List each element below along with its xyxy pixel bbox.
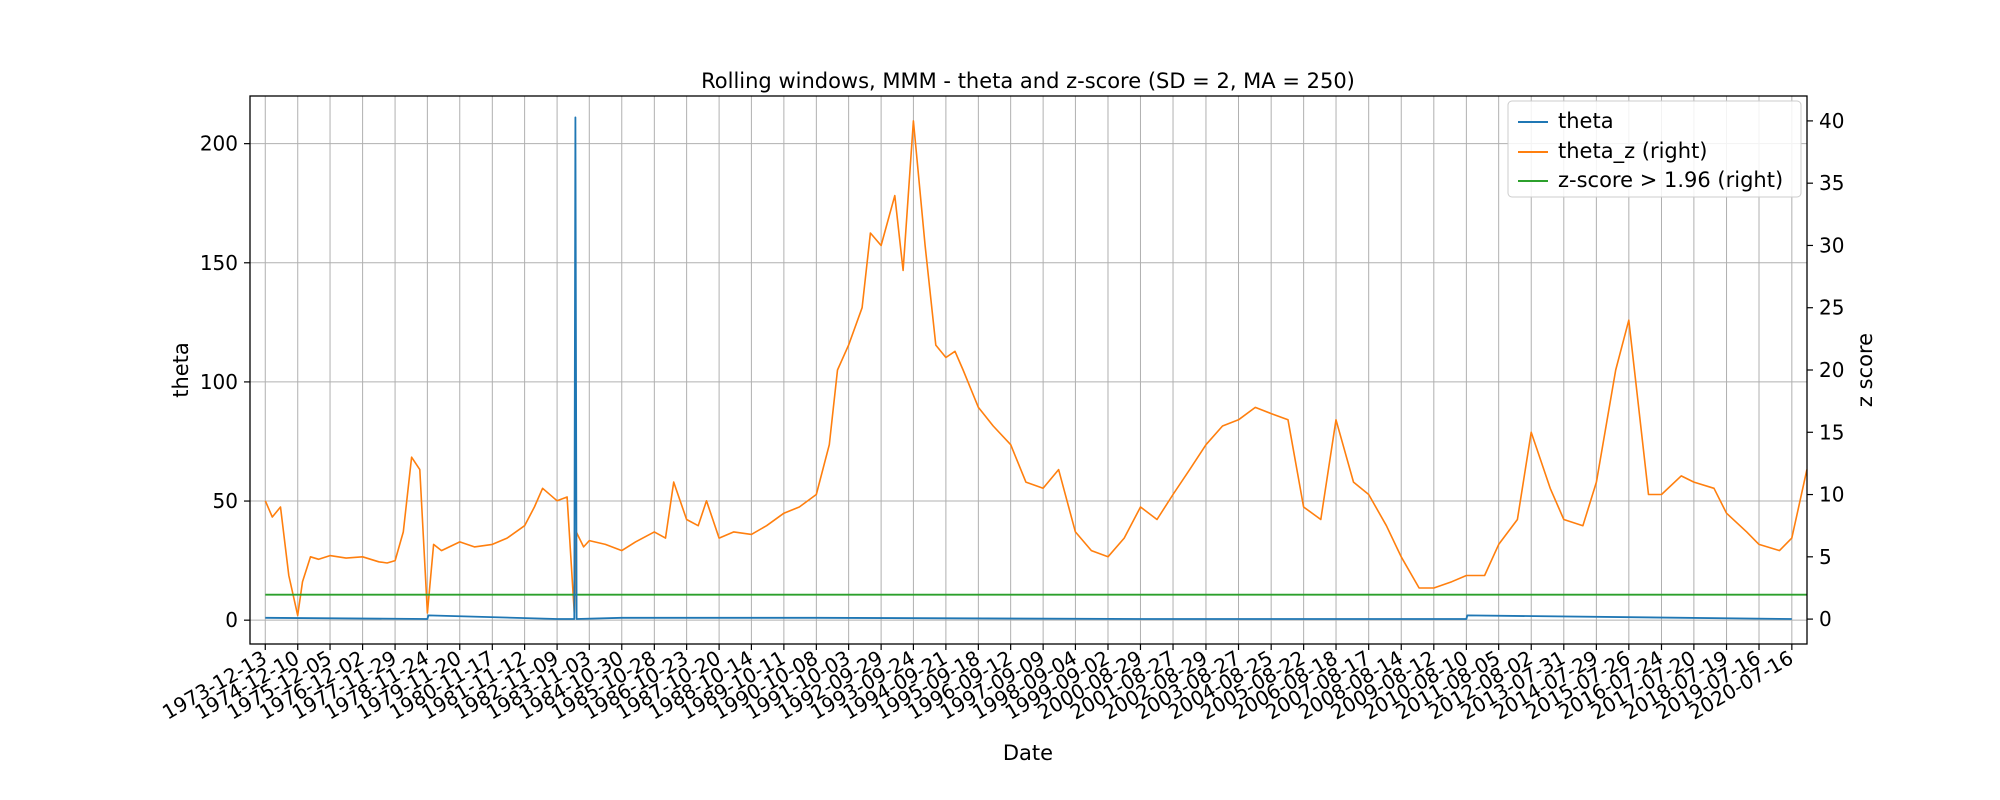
y-tick-label: 100 — [200, 370, 238, 394]
y-tick-label: 150 — [200, 251, 238, 275]
x-axis-label: Date — [1003, 741, 1053, 765]
y2-tick-label: 15 — [1819, 420, 1844, 444]
y2-tick-label: 25 — [1819, 296, 1844, 320]
y-tick-label: 50 — [213, 489, 238, 513]
grid — [250, 96, 1807, 644]
y2-tick-label: 0 — [1819, 607, 1832, 631]
series-line-theta — [265, 116, 1792, 620]
y2-tick-label: 40 — [1819, 109, 1844, 133]
series-line-theta-z — [264, 120, 1808, 617]
x-axis: 1973-12-131974-12-101975-12-051976-12-02… — [158, 644, 1797, 724]
left-y-axis: 0 50 100 150 200 — [200, 132, 250, 632]
y-tick-label: 200 — [200, 132, 238, 156]
legend-label-zscore: z-score > 1.96 (right) — [1558, 168, 1783, 192]
y2-tick-label: 30 — [1819, 233, 1844, 257]
y2-tick-label: 5 — [1819, 545, 1832, 569]
y2-axis-label: z score — [1853, 333, 1877, 407]
y2-tick-label: 20 — [1819, 358, 1844, 382]
chart-title: Rolling windows, MMM - theta and z-score… — [701, 69, 1355, 93]
y2-tick-label: 10 — [1819, 483, 1844, 507]
legend: theta theta_z (right) z-score > 1.96 (ri… — [1507, 100, 1802, 198]
legend-label-theta: theta — [1558, 109, 1614, 133]
y2-tick-label: 35 — [1819, 171, 1844, 195]
legend-label-theta-z: theta_z (right) — [1558, 139, 1708, 164]
y-axis-label: theta — [169, 342, 193, 398]
right-y-axis: 0 5 10 15 20 25 30 35 40 — [1807, 109, 1844, 631]
legend-box — [1507, 100, 1802, 198]
series-layer — [264, 116, 1808, 620]
y-tick-label: 0 — [225, 608, 238, 632]
